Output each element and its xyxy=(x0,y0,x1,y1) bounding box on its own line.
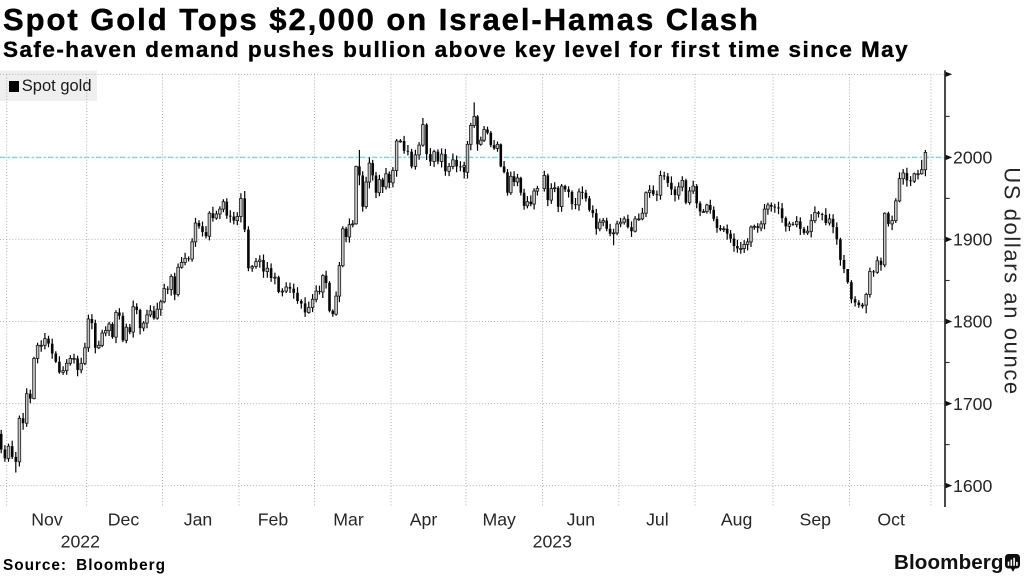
svg-text:1600: 1600 xyxy=(953,476,993,496)
svg-text:Oct: Oct xyxy=(877,510,905,530)
svg-text:1700: 1700 xyxy=(953,394,993,414)
svg-text:Feb: Feb xyxy=(258,510,289,530)
svg-text:Aug: Aug xyxy=(721,510,752,530)
svg-text:Jan: Jan xyxy=(184,510,213,530)
svg-text:1900: 1900 xyxy=(953,230,993,250)
svg-text:May: May xyxy=(482,510,516,530)
svg-text:Mar: Mar xyxy=(333,510,364,530)
svg-text:Jun: Jun xyxy=(567,510,596,530)
svg-text:Sep: Sep xyxy=(800,510,832,530)
svg-text:1800: 1800 xyxy=(953,312,993,332)
svg-text:2000: 2000 xyxy=(953,148,993,168)
svg-text:Nov: Nov xyxy=(31,510,63,530)
svg-text:Jul: Jul xyxy=(646,510,669,530)
svg-text:Apr: Apr xyxy=(410,510,438,530)
svg-text:2023: 2023 xyxy=(533,532,573,552)
svg-text:US dollars an ounce: US dollars an ounce xyxy=(1000,167,1024,396)
svg-text:2022: 2022 xyxy=(61,532,100,552)
svg-text:Dec: Dec xyxy=(108,510,140,530)
